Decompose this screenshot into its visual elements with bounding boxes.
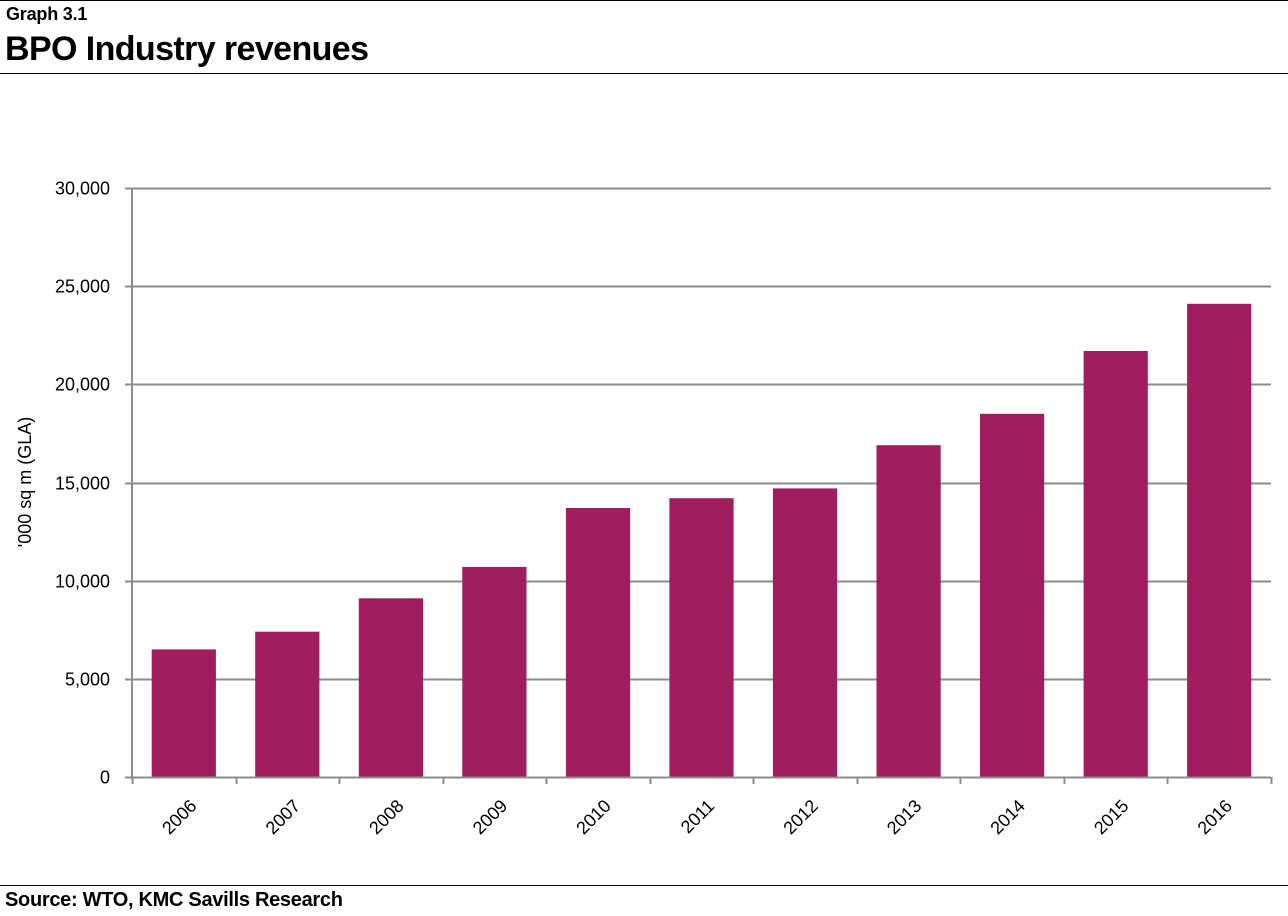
bar-2014 <box>980 413 1045 777</box>
header-rule <box>0 73 1288 74</box>
y-tick-labels: 0 5,000 10,000 15,000 20,000 25,000 30,000 <box>55 179 110 788</box>
x-tick-label: 2008 <box>365 796 407 838</box>
y-tick-label: 5,000 <box>65 670 110 690</box>
x-tick-label: 2012 <box>779 796 821 838</box>
x-tick-label: 2016 <box>1194 796 1236 838</box>
bar-2015 <box>1083 351 1148 777</box>
bars <box>151 303 1252 777</box>
bar-2016 <box>1187 303 1252 777</box>
y-tick-label: 0 <box>100 768 110 788</box>
bar-2009 <box>462 566 527 777</box>
x-tick-label: 2010 <box>572 796 614 838</box>
x-tick-label: 2007 <box>262 796 304 838</box>
bar-2012 <box>772 488 838 777</box>
y-axis-label: '000 sq m (GLA) <box>15 417 35 547</box>
x-tick-label: 2015 <box>1090 796 1132 838</box>
bar-2010 <box>565 508 631 777</box>
axes <box>125 187 1273 784</box>
x-tick-label: 2013 <box>883 796 925 838</box>
bar-2006 <box>151 649 216 777</box>
source-note: Source: WTO, KMC Savills Research <box>5 889 343 911</box>
bar-2008 <box>358 598 423 777</box>
chart-title: BPO Industry revenues <box>5 30 369 68</box>
x-tick-label: 2006 <box>158 796 200 838</box>
y-tick-label: 25,000 <box>55 277 110 297</box>
x-tick-label: 2014 <box>987 796 1029 838</box>
bar-2007 <box>255 631 320 777</box>
bar-2013 <box>876 445 941 777</box>
x-tick-label: 2009 <box>469 796 511 838</box>
bar-2011 <box>669 498 734 777</box>
y-tick-label: 30,000 <box>55 179 110 199</box>
y-tick-label: 15,000 <box>55 474 110 494</box>
graph-number-label: Graph 3.1 <box>6 4 88 24</box>
x-tick-label: 2011 <box>677 796 719 838</box>
y-tick-label: 10,000 <box>55 572 110 592</box>
footer-rule <box>0 885 1288 886</box>
top-rule <box>0 0 1288 1</box>
grid-lines <box>132 187 1271 681</box>
x-tick-labels: 2006 2007 2008 2009 2010 2011 2012 2013 2014 2015… <box>158 796 1236 838</box>
y-tick-label: 20,000 <box>55 375 110 395</box>
